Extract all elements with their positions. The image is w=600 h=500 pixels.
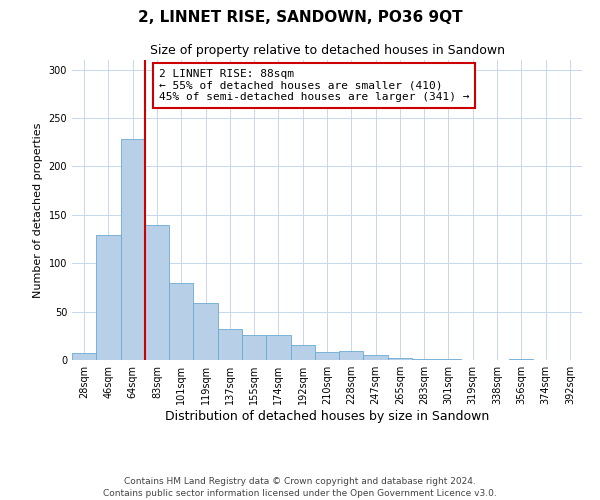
Bar xyxy=(290,346,315,360)
Bar xyxy=(242,335,266,360)
Bar xyxy=(436,359,461,360)
Bar xyxy=(388,358,412,360)
Bar xyxy=(169,282,193,360)
Text: 2, LINNET RISE, SANDOWN, PO36 9QT: 2, LINNET RISE, SANDOWN, PO36 9QT xyxy=(137,10,463,25)
Bar xyxy=(509,359,533,360)
Bar xyxy=(193,303,218,360)
Bar xyxy=(121,140,145,360)
Title: Size of property relative to detached houses in Sandown: Size of property relative to detached ho… xyxy=(149,44,505,58)
Bar xyxy=(315,352,339,360)
Y-axis label: Number of detached properties: Number of detached properties xyxy=(33,122,43,298)
Bar xyxy=(266,335,290,360)
Bar xyxy=(218,329,242,360)
Bar xyxy=(339,352,364,360)
Bar xyxy=(72,353,96,360)
Text: Contains HM Land Registry data © Crown copyright and database right 2024.
Contai: Contains HM Land Registry data © Crown c… xyxy=(103,476,497,498)
Bar xyxy=(364,355,388,360)
Bar xyxy=(412,359,436,360)
X-axis label: Distribution of detached houses by size in Sandown: Distribution of detached houses by size … xyxy=(165,410,489,423)
Bar xyxy=(96,235,121,360)
Text: 2 LINNET RISE: 88sqm
← 55% of detached houses are smaller (410)
45% of semi-deta: 2 LINNET RISE: 88sqm ← 55% of detached h… xyxy=(158,69,469,102)
Bar xyxy=(145,224,169,360)
